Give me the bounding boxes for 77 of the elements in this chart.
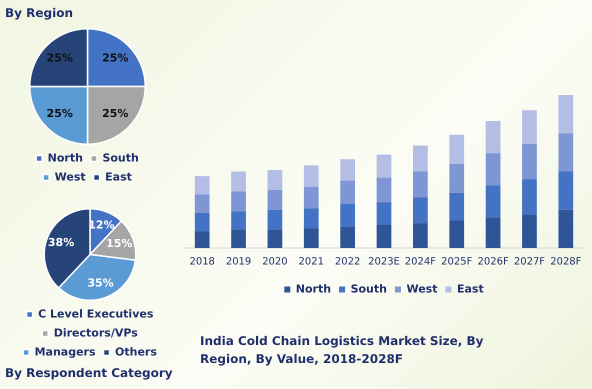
data-label: 25% <box>102 107 128 120</box>
legend-label: Others <box>115 345 158 358</box>
bar <box>522 110 537 144</box>
x-tick-label: 2026F <box>477 256 509 268</box>
bar <box>486 121 500 154</box>
data-label: 15% <box>106 236 132 250</box>
x-tick-label: 2028F <box>550 256 582 268</box>
text: India Cold Chain Logistics Market Size, By Region, By Value, 2018-2028F <box>200 333 484 368</box>
legend-label: West <box>406 282 438 296</box>
text: By Respondent Category <box>5 366 173 380</box>
legend-label: South <box>350 282 387 296</box>
bar <box>340 180 355 204</box>
x-tick-label: 2027F <box>514 256 546 268</box>
bar <box>486 153 500 186</box>
data-label: 25% <box>102 52 128 65</box>
bar <box>522 144 537 180</box>
x-tick-label: 2020 <box>262 256 288 268</box>
bar <box>486 217 500 248</box>
bar <box>376 225 392 248</box>
bar <box>340 204 355 227</box>
bar <box>558 210 574 248</box>
bar <box>304 186 319 208</box>
bar <box>268 190 282 210</box>
bar <box>449 220 464 248</box>
bar <box>194 194 210 213</box>
bar <box>231 172 246 192</box>
bar <box>558 95 574 134</box>
bar <box>522 214 537 248</box>
bar <box>340 226 355 248</box>
bar <box>194 212 210 232</box>
bar <box>304 165 319 187</box>
legend-label: West <box>54 170 86 184</box>
x-tick-label: 2018 <box>189 256 215 268</box>
bar <box>194 176 210 194</box>
legend-label: East <box>456 282 484 296</box>
legend-label: East <box>105 170 132 184</box>
data-label: 38% <box>48 236 74 249</box>
legend-label: Managers <box>34 345 96 358</box>
bar <box>340 159 355 181</box>
bar <box>522 179 537 214</box>
bar <box>449 134 464 164</box>
legend-label: North <box>296 282 332 296</box>
data-label: 35% <box>87 276 114 290</box>
legend-label: South <box>102 151 139 164</box>
bar <box>449 164 464 193</box>
x-tick-label: 2019 <box>226 256 252 268</box>
bar <box>413 145 428 172</box>
bar <box>304 228 319 248</box>
bar <box>558 133 574 172</box>
bar <box>376 202 392 226</box>
x-tick-label: 2021 <box>298 256 324 268</box>
bar <box>449 192 464 220</box>
data-label: 25% <box>46 52 73 65</box>
bar <box>231 211 246 230</box>
bar <box>558 172 574 210</box>
x-tick-label: 2025F <box>441 256 473 268</box>
bar <box>413 224 428 248</box>
legend-label: North <box>48 151 83 164</box>
bar <box>304 208 319 228</box>
bar <box>486 185 500 218</box>
bar <box>268 210 282 230</box>
legend-label: C Level Executives <box>38 307 154 320</box>
bar <box>413 172 428 198</box>
bar <box>231 191 246 212</box>
bar <box>376 154 392 178</box>
x-tick-label: 2024F <box>404 256 436 268</box>
bar <box>376 178 392 202</box>
bar <box>194 231 210 248</box>
bar <box>268 230 282 248</box>
x-tick-label: 2023E <box>368 256 400 268</box>
x-tick-label: 2022 <box>334 256 360 268</box>
data-label: 25% <box>46 107 73 120</box>
chart-title: By Region <box>5 6 74 20</box>
bar <box>413 198 428 224</box>
bar <box>268 170 282 190</box>
bar <box>231 230 246 248</box>
legend-label: Directors/VPs <box>54 326 138 340</box>
